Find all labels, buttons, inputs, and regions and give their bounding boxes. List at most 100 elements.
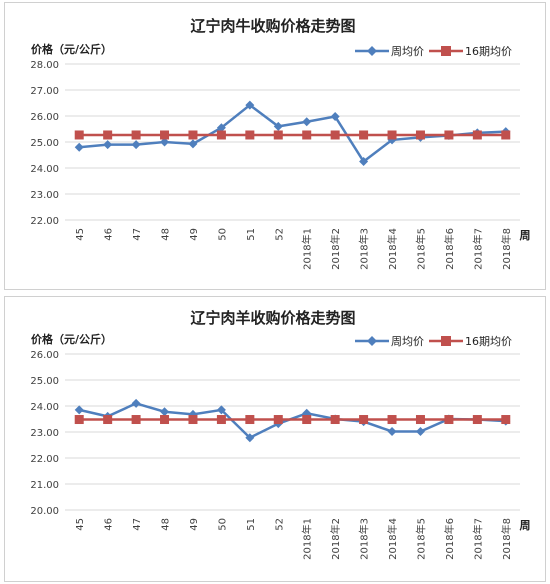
x-tick-label: 49: [189, 228, 200, 241]
data-point-weekly: [216, 123, 226, 133]
data-point-weekly: [131, 398, 141, 408]
x-tick-label: 2018年6: [443, 228, 456, 270]
x-axis-label: 周: [520, 519, 531, 532]
data-point-average: [501, 130, 511, 140]
data-point-average: [188, 415, 198, 425]
data-point-average: [387, 130, 397, 140]
data-point-weekly: [245, 100, 255, 110]
x-tick-label: 2018年4: [386, 228, 399, 270]
data-point-average: [216, 130, 226, 140]
x-tick-label: 46: [104, 228, 115, 241]
y-axis-label: 价格（元/公斤）: [31, 332, 112, 346]
data-point-average: [74, 415, 84, 425]
y-tick-label: 27.00: [30, 86, 59, 97]
legend: 周均价 16期均价: [355, 45, 512, 58]
beef-price-chart-panel: 辽宁肉牛收购价格走势图 价格（元/公斤） 周 周均价 16期均价 22.00 23…: [4, 2, 546, 290]
x-tick-label: 2018年7: [471, 228, 484, 270]
y-tick-label: 23.00: [30, 428, 59, 439]
x-tick-label: 50: [217, 228, 228, 241]
data-point-average: [444, 415, 454, 425]
y-tick-label: 22.00: [30, 454, 59, 465]
x-tick-label: 49: [189, 518, 200, 531]
x-tick-label: 2018年3: [358, 518, 371, 560]
data-point-average: [74, 130, 84, 140]
data-point-weekly: [160, 407, 170, 417]
data-point-average: [245, 415, 255, 425]
x-tick-label: 45: [75, 228, 86, 241]
x-tick-label: 2018年8: [500, 518, 513, 560]
x-tick-label: 51: [246, 518, 257, 531]
x-tick-label: 2018年5: [414, 518, 427, 560]
data-point-weekly: [302, 117, 312, 127]
data-point-weekly: [74, 405, 84, 415]
y-axis-label: 价格（元/公斤）: [31, 42, 112, 56]
data-point-average: [160, 130, 170, 140]
chart-title: 辽宁肉羊收购价格走势图: [190, 309, 355, 327]
y-tick-label: 20.00: [30, 506, 59, 517]
data-point-average: [103, 415, 113, 425]
y-tick-label: 26.00: [30, 112, 59, 123]
data-point-weekly: [160, 137, 170, 147]
series-line-weekly: [79, 103, 506, 164]
x-tick-label: 45: [75, 518, 86, 531]
x-axis-label: 周: [520, 229, 531, 242]
y-tick-label: 24.00: [30, 164, 59, 175]
x-tick-label: 2018年1: [301, 518, 314, 560]
x-tick-label: 52: [274, 228, 285, 241]
legend-marker-average: [441, 336, 451, 346]
data-point-average: [131, 130, 141, 140]
y-tick-label: 25.00: [30, 138, 59, 149]
data-point-average: [359, 130, 369, 140]
x-tick-label: 2018年8: [500, 228, 513, 270]
data-point-weekly: [131, 140, 141, 150]
data-point-weekly: [216, 405, 226, 415]
data-point-weekly: [273, 121, 283, 131]
data-point-weekly: [188, 409, 198, 419]
data-point-average: [273, 130, 283, 140]
data-point-average: [330, 130, 340, 140]
legend-label-average: 16期均价: [465, 335, 512, 348]
x-tick-label: 2018年4: [386, 518, 399, 560]
data-point-average: [103, 130, 113, 140]
x-tick-label: 2018年5: [414, 228, 427, 270]
data-point-weekly: [415, 426, 425, 436]
legend-marker-average: [441, 46, 451, 56]
y-tick-label: 21.00: [30, 480, 59, 491]
data-point-average: [216, 415, 226, 425]
y-tick-label: 23.00: [30, 190, 59, 201]
x-tick-label: 51: [246, 228, 257, 241]
data-point-weekly: [103, 140, 113, 150]
data-point-average: [415, 415, 425, 425]
legend-marker-weekly: [367, 336, 377, 346]
data-point-average: [444, 130, 454, 140]
data-point-average: [273, 415, 283, 425]
data-point-average: [160, 415, 170, 425]
data-point-average: [330, 415, 340, 425]
legend-label-weekly: 周均价: [391, 335, 424, 348]
y-tick-label: 24.00: [30, 402, 59, 413]
mutton-price-chart-panel: 辽宁肉羊收购价格走势图 价格（元/公斤） 周 周均价 16期均价 20.00 21…: [4, 296, 546, 582]
x-tick-label: 50: [217, 518, 228, 531]
x-tick-label: 47: [132, 228, 143, 241]
legend-label-average: 16期均价: [465, 45, 512, 58]
data-point-average: [131, 415, 141, 425]
legend-label-weekly: 周均价: [391, 45, 424, 58]
data-point-weekly: [74, 142, 84, 152]
data-point-average: [302, 415, 312, 425]
data-point-average: [415, 130, 425, 140]
y-tick-label: 22.00: [30, 216, 59, 227]
data-point-average: [188, 130, 198, 140]
data-point-average: [359, 415, 369, 425]
data-point-average: [472, 130, 482, 140]
mutton-price-chart: 辽宁肉羊收购价格走势图 价格（元/公斤） 周 周均价 16期均价 20.00 21…: [30, 309, 531, 560]
data-point-average: [387, 415, 397, 425]
data-point-average: [501, 415, 511, 425]
x-tick-label: 2018年2: [329, 228, 342, 270]
x-tick-label: 2018年3: [358, 228, 371, 270]
data-point-average: [302, 130, 312, 140]
x-tick-label: 2018年2: [329, 518, 342, 560]
x-tick-label: 2018年1: [301, 228, 314, 270]
beef-price-chart: 辽宁肉牛收购价格走势图 价格（元/公斤） 周 周均价 16期均价 22.00 23…: [30, 17, 531, 270]
data-point-weekly: [245, 433, 255, 443]
x-tick-label: 46: [104, 518, 115, 531]
